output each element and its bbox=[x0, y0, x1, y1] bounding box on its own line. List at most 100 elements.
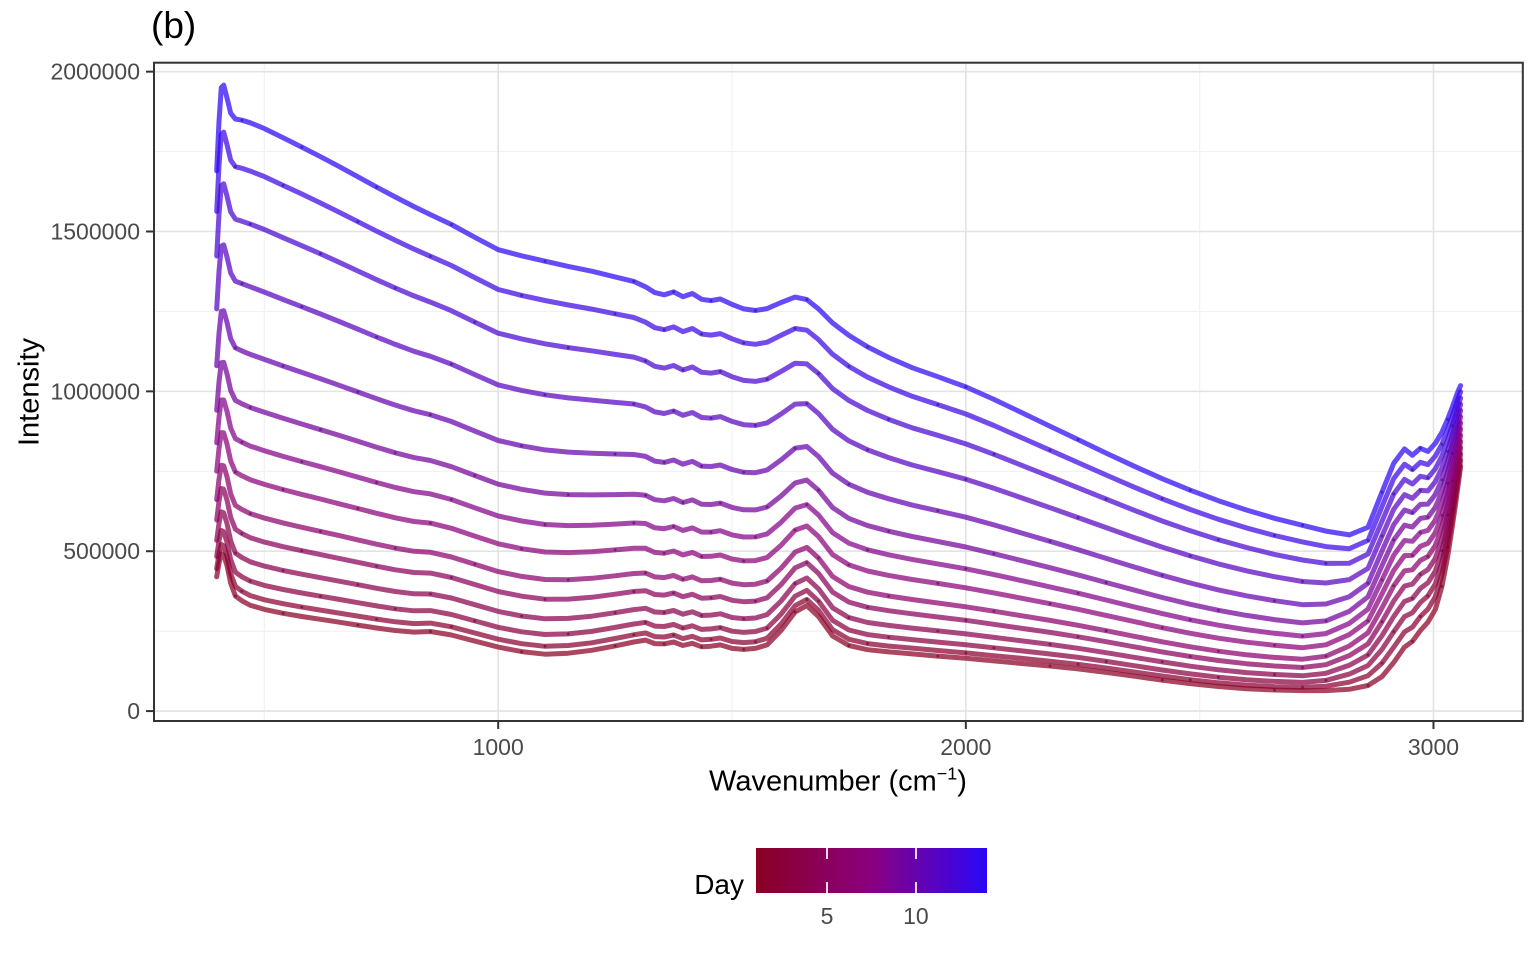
series-point-marker bbox=[1410, 468, 1414, 472]
series-point-marker bbox=[1324, 654, 1328, 658]
y-tick-label: 0 bbox=[127, 698, 140, 724]
series-point-marker bbox=[449, 625, 453, 629]
series-point-marker bbox=[992, 646, 996, 650]
series-point-marker bbox=[1324, 561, 1328, 565]
series-point-marker bbox=[473, 619, 477, 623]
series-point-marker bbox=[300, 605, 304, 609]
series-point-marker bbox=[233, 165, 237, 169]
series-line-day-6 bbox=[214, 432, 1464, 662]
series-point-marker bbox=[281, 569, 285, 572]
series-point-marker bbox=[681, 501, 685, 504]
series-point-marker bbox=[1048, 642, 1052, 646]
series-point-marker bbox=[449, 362, 453, 366]
series-point-marker bbox=[1440, 442, 1444, 446]
series-point-marker bbox=[319, 529, 322, 533]
series-point-marker bbox=[753, 535, 757, 539]
series-line-day-13 bbox=[214, 129, 1464, 552]
series-point-marker bbox=[1104, 659, 1108, 663]
series-point-marker bbox=[1380, 620, 1384, 624]
series-point-marker bbox=[662, 642, 666, 646]
series-point-marker bbox=[1048, 602, 1052, 606]
y-tick-label: 500000 bbox=[63, 538, 140, 564]
series-point-marker bbox=[1301, 580, 1304, 583]
series-point-marker bbox=[1446, 418, 1449, 421]
series-point-marker bbox=[1273, 534, 1276, 537]
series-point-marker bbox=[356, 507, 360, 510]
series-point-marker bbox=[817, 488, 820, 492]
series-point-marker bbox=[428, 254, 432, 258]
series-point-marker bbox=[319, 428, 322, 432]
series-point-marker bbox=[449, 576, 453, 579]
series-point-marker bbox=[936, 629, 940, 633]
series-point-marker bbox=[1392, 584, 1396, 588]
series-point-marker bbox=[281, 611, 285, 615]
series-point-marker bbox=[805, 598, 809, 601]
plot-area: 1000 2000 3000 0 500000 1000000 1500000 2000000 bbox=[50, 59, 1524, 760]
series-point-marker bbox=[1380, 534, 1384, 538]
y-tick-label: 1000000 bbox=[50, 378, 140, 404]
series-point-marker bbox=[964, 567, 968, 571]
series-point-marker bbox=[281, 488, 285, 492]
series-point-marker bbox=[566, 346, 570, 350]
series-point-marker bbox=[964, 618, 968, 622]
series-point-marker bbox=[847, 364, 851, 368]
series-line-day-5 bbox=[214, 439, 1464, 670]
series-line-day-11 bbox=[214, 242, 1464, 586]
series-point-marker bbox=[356, 583, 360, 587]
series-point-marker bbox=[936, 403, 940, 407]
series-line-day-4 bbox=[214, 445, 1464, 679]
series-point-marker bbox=[240, 440, 244, 444]
series-point-marker bbox=[1380, 578, 1384, 582]
series-point-marker bbox=[765, 377, 769, 381]
series-point-marker bbox=[1188, 488, 1192, 492]
series-point-marker bbox=[992, 452, 996, 456]
series-point-marker bbox=[847, 644, 851, 647]
series-point-marker bbox=[1188, 618, 1192, 622]
series-point-marker bbox=[866, 448, 870, 452]
series-point-marker bbox=[1301, 523, 1304, 527]
legend-tick-mark bbox=[914, 848, 917, 859]
series-line-day-12 bbox=[214, 181, 1464, 566]
series-point-marker bbox=[520, 614, 524, 618]
series-point-marker bbox=[718, 626, 722, 630]
series-point-marker bbox=[700, 555, 704, 558]
series-point-marker bbox=[632, 590, 636, 593]
series-point-marker bbox=[644, 359, 647, 363]
series-point-marker bbox=[375, 481, 379, 484]
series-point-marker bbox=[672, 409, 676, 413]
series-point-marker bbox=[866, 345, 870, 349]
series-point-marker bbox=[1216, 608, 1220, 612]
series-point-marker bbox=[233, 346, 237, 350]
series-point-marker bbox=[817, 556, 820, 560]
series-point-marker bbox=[473, 320, 477, 324]
series-point-marker bbox=[644, 493, 647, 497]
series-point-marker bbox=[700, 614, 704, 617]
series-point-marker bbox=[449, 498, 453, 501]
series-point-marker bbox=[1301, 634, 1304, 638]
series-point-marker bbox=[793, 528, 797, 532]
series-point-marker bbox=[793, 582, 797, 586]
series-point-marker bbox=[375, 185, 379, 189]
series-point-marker bbox=[543, 259, 547, 263]
series-point-marker bbox=[1324, 619, 1328, 623]
series-point-marker bbox=[1380, 490, 1384, 494]
series-point-marker bbox=[681, 626, 685, 630]
series-point-marker bbox=[1160, 626, 1164, 630]
series-point-marker bbox=[1160, 678, 1164, 682]
series-point-marker bbox=[393, 546, 397, 550]
x-tick-label: 1000 bbox=[473, 734, 524, 760]
series-point-marker bbox=[375, 564, 379, 568]
legend-tick-mark bbox=[826, 882, 829, 893]
series-point-marker bbox=[718, 501, 722, 505]
series-point-marker bbox=[700, 464, 704, 468]
series-point-marker bbox=[520, 444, 524, 448]
series-point-marker bbox=[300, 305, 304, 309]
series-point-marker bbox=[644, 571, 647, 575]
series-point-marker bbox=[662, 551, 666, 555]
series-point-marker bbox=[1160, 660, 1164, 664]
series-line-day-7 bbox=[214, 426, 1464, 651]
series-point-marker bbox=[681, 577, 685, 581]
series-point-marker bbox=[632, 279, 636, 283]
x-tick-label: 2000 bbox=[940, 734, 991, 760]
series-point-marker bbox=[449, 223, 453, 226]
